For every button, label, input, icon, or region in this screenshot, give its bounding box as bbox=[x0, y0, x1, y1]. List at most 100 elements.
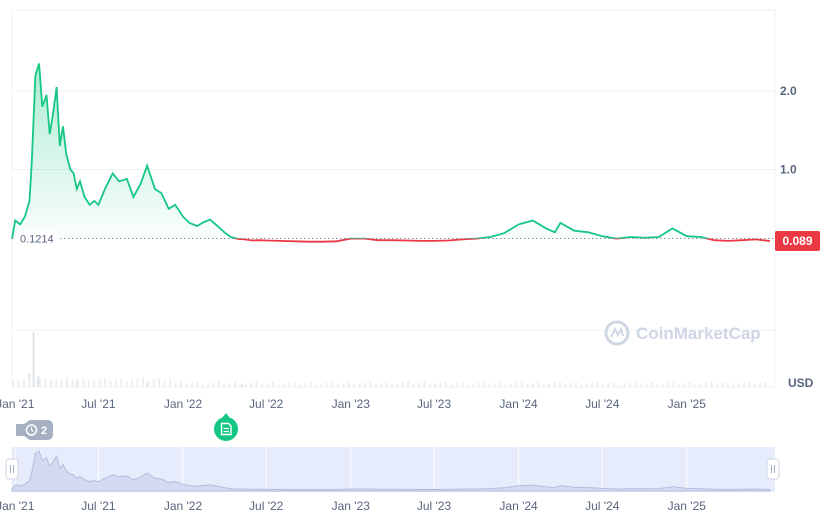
volume-bar bbox=[17, 379, 20, 387]
volume-bar bbox=[520, 381, 523, 387]
volume-bar bbox=[369, 381, 372, 387]
volume-bar bbox=[493, 383, 496, 387]
navigator-x-tick-label: Jan '23 bbox=[332, 499, 371, 513]
volume-bar bbox=[261, 384, 264, 387]
annotation-clock[interactable]: 2 bbox=[16, 420, 53, 440]
x-tick-label: Jan '24 bbox=[499, 397, 538, 411]
volume-bar bbox=[44, 378, 47, 387]
volume-bar bbox=[742, 382, 745, 387]
volume-bar bbox=[374, 384, 377, 387]
volume-bar bbox=[618, 385, 621, 387]
volume-bar bbox=[282, 383, 285, 387]
volume-bar bbox=[201, 385, 204, 387]
volume-bar bbox=[596, 381, 599, 387]
volume-bar bbox=[537, 382, 540, 387]
volume-bar bbox=[244, 383, 247, 387]
x-axis: Jan '21 Jul '21 Jan '22 Jul '22 Jan '23 Jul '… bbox=[0, 397, 706, 411]
volume-bar bbox=[347, 382, 350, 387]
volume-bar bbox=[558, 381, 561, 387]
volume-bar bbox=[196, 382, 199, 387]
volume-bar bbox=[125, 381, 128, 387]
volume-bar bbox=[33, 380, 36, 387]
volume-bar bbox=[75, 381, 78, 387]
volume-bar bbox=[510, 383, 513, 387]
volume-bar bbox=[428, 385, 431, 387]
navigator-x-tick-label: Jan '25 bbox=[668, 499, 707, 513]
volume-bar bbox=[656, 385, 659, 387]
volume-bar bbox=[759, 383, 762, 387]
volume-bar bbox=[737, 383, 740, 387]
volume-bar bbox=[488, 384, 491, 387]
price-line-up-segment bbox=[11, 63, 711, 239]
volume-bar bbox=[575, 382, 578, 387]
volume-bar bbox=[553, 382, 556, 387]
annotation-news[interactable] bbox=[214, 413, 238, 441]
navigator-handle-right[interactable] bbox=[766, 458, 780, 480]
volume-bar bbox=[169, 379, 172, 387]
volume-bar bbox=[241, 383, 244, 387]
navigator[interactable] bbox=[5, 447, 780, 492]
volume-bar bbox=[391, 385, 393, 387]
volume-bar bbox=[401, 382, 404, 387]
drag-handle-icon bbox=[10, 465, 14, 473]
watermark: CoinMarketCap bbox=[604, 320, 761, 346]
volume-bar bbox=[634, 381, 637, 387]
x-tick-label: Jan '23 bbox=[332, 397, 371, 411]
volume-bar bbox=[434, 383, 437, 387]
navigator-handle-left[interactable] bbox=[5, 458, 19, 480]
volume-bar bbox=[477, 382, 480, 387]
volume-bar bbox=[82, 378, 85, 387]
volume-bar bbox=[607, 383, 610, 387]
watermark-text: CoinMarketCap bbox=[636, 324, 761, 343]
navigator-x-axis: Jan '21 Jul '21 Jan '22 Jul '22 Jan '23 Jul '… bbox=[0, 499, 706, 513]
volume-bar bbox=[266, 383, 269, 387]
volume-bar bbox=[753, 384, 756, 387]
volume-bar bbox=[131, 379, 134, 387]
navigator-x-tick-label: Jul '21 bbox=[81, 499, 116, 513]
volume-bar bbox=[223, 384, 226, 387]
volume-bar bbox=[206, 383, 209, 387]
volume-bar bbox=[49, 381, 52, 387]
volume-bar bbox=[66, 377, 69, 387]
volume-bar bbox=[694, 385, 697, 387]
volume-bar bbox=[640, 384, 643, 387]
volume-bar bbox=[228, 383, 231, 387]
volume-bar bbox=[60, 378, 63, 387]
volume-bar bbox=[526, 384, 529, 387]
volume-bar bbox=[342, 383, 345, 387]
volume-bar bbox=[277, 385, 280, 387]
volume-bar bbox=[255, 381, 258, 387]
x-tick-label: Jul '21 bbox=[81, 397, 116, 411]
volume-bar bbox=[623, 383, 626, 387]
volume-bar bbox=[499, 382, 502, 387]
volume-bar bbox=[580, 385, 583, 387]
volume-bar bbox=[331, 381, 334, 387]
navigator-x-tick-label: Jan '22 bbox=[164, 499, 203, 513]
volume-bar bbox=[288, 382, 291, 387]
volume-bar bbox=[93, 379, 96, 387]
volume-bar bbox=[688, 382, 691, 387]
volume-bar bbox=[37, 376, 40, 387]
volume-bar bbox=[163, 381, 166, 387]
volume-bar bbox=[309, 382, 312, 387]
volume-bar bbox=[445, 381, 448, 387]
volume-bar bbox=[585, 383, 588, 387]
volume-bar bbox=[28, 377, 31, 387]
y-tick-label: 2.0 bbox=[780, 84, 797, 98]
volume-bar bbox=[531, 383, 534, 387]
volume-bar bbox=[39, 379, 42, 387]
volume-bar bbox=[174, 382, 177, 387]
volume-bar bbox=[764, 382, 767, 387]
volume-bar bbox=[661, 383, 664, 387]
volume-bar bbox=[12, 381, 14, 387]
volume-bar bbox=[450, 384, 453, 387]
volume-bar bbox=[591, 382, 594, 387]
volume-bar bbox=[87, 381, 90, 387]
volume-bar bbox=[315, 385, 318, 387]
volume-bar bbox=[363, 382, 366, 387]
volume-bar bbox=[412, 384, 415, 387]
volume-bar bbox=[715, 384, 718, 387]
x-tick-label: Jan '22 bbox=[164, 397, 203, 411]
document-icon bbox=[220, 422, 232, 436]
